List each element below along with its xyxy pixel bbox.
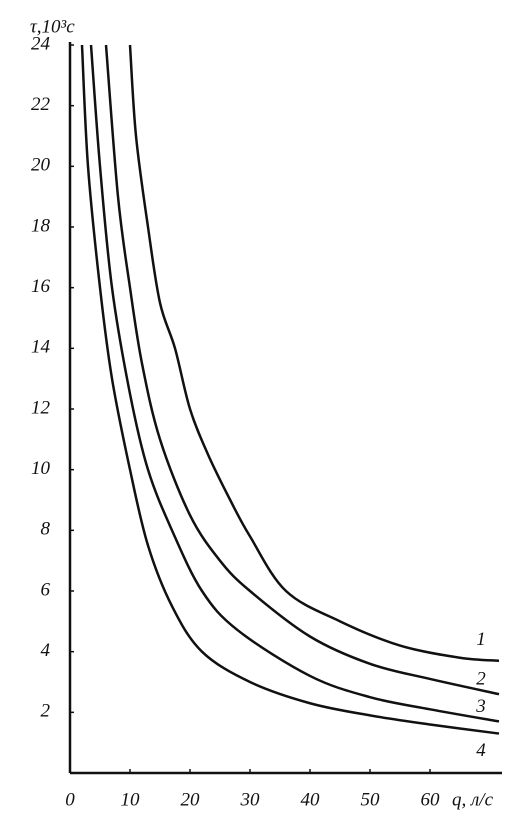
- curve: [104, 44, 500, 696]
- y-tick-label: 2: [41, 701, 51, 722]
- x-tick-label: 50: [361, 789, 381, 810]
- x-tick-label: 20: [181, 789, 201, 810]
- x-axis-label: q, л/с: [452, 789, 494, 810]
- y-tick-label: 16: [31, 276, 51, 297]
- x-tick-label: 0: [65, 789, 75, 810]
- y-tick-label: 22: [31, 94, 51, 115]
- curve-label: 2: [476, 668, 486, 689]
- x-tick-label: 10: [121, 789, 141, 810]
- y-tick-label: 14: [31, 337, 51, 358]
- curve-label: 3: [475, 696, 486, 717]
- x-tick-label: 40: [301, 789, 321, 810]
- y-tick-label: 10: [31, 458, 51, 479]
- x-tick-label: 60: [421, 789, 441, 810]
- y-tick-label: 24: [31, 33, 51, 54]
- curve: [80, 44, 500, 735]
- y-tick-label: 6: [41, 579, 51, 600]
- y-tick-label: 4: [41, 640, 51, 661]
- y-axis-label: τ,10³с: [30, 16, 75, 37]
- curve-label: 4: [476, 740, 486, 761]
- curve-label: 1: [476, 629, 486, 650]
- curve: [128, 44, 500, 663]
- y-tick-label: 20: [31, 155, 51, 176]
- y-tick-label: 18: [31, 215, 51, 236]
- curve: [89, 44, 500, 723]
- x-tick-label: 30: [240, 789, 261, 810]
- y-tick-label: 12: [31, 397, 51, 418]
- y-tick-label: 8: [41, 519, 51, 540]
